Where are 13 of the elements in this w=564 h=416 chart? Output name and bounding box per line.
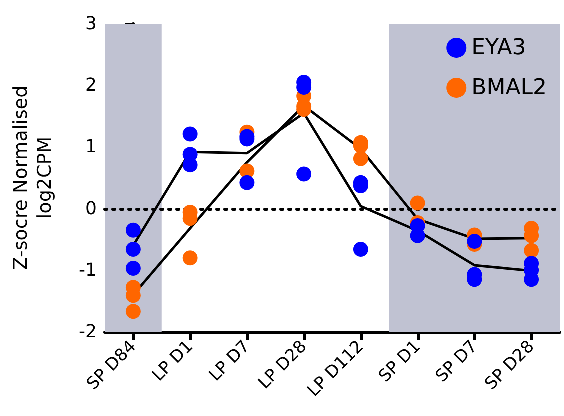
y-tick-label: 2 <box>86 75 97 96</box>
x-tick-label: SP D7 <box>432 336 482 387</box>
y-tick-label: -2 <box>79 322 97 342</box>
x-tick-label: LP D7 <box>205 336 254 386</box>
y-tick-label: 0 <box>86 198 97 220</box>
y-tick-label: 3 <box>86 14 97 34</box>
x-tick-label: LP D1 <box>148 336 198 386</box>
legend-label: BMAL2 <box>472 76 548 100</box>
y-tick-label: -1 <box>79 260 97 281</box>
y-axis-title: Z-socre Normalised log2CPM <box>10 86 56 270</box>
legend-label: EYA3 <box>472 36 526 60</box>
x-tick-label: SP D1 <box>375 336 425 387</box>
y-tick-label: 1 <box>86 136 97 158</box>
